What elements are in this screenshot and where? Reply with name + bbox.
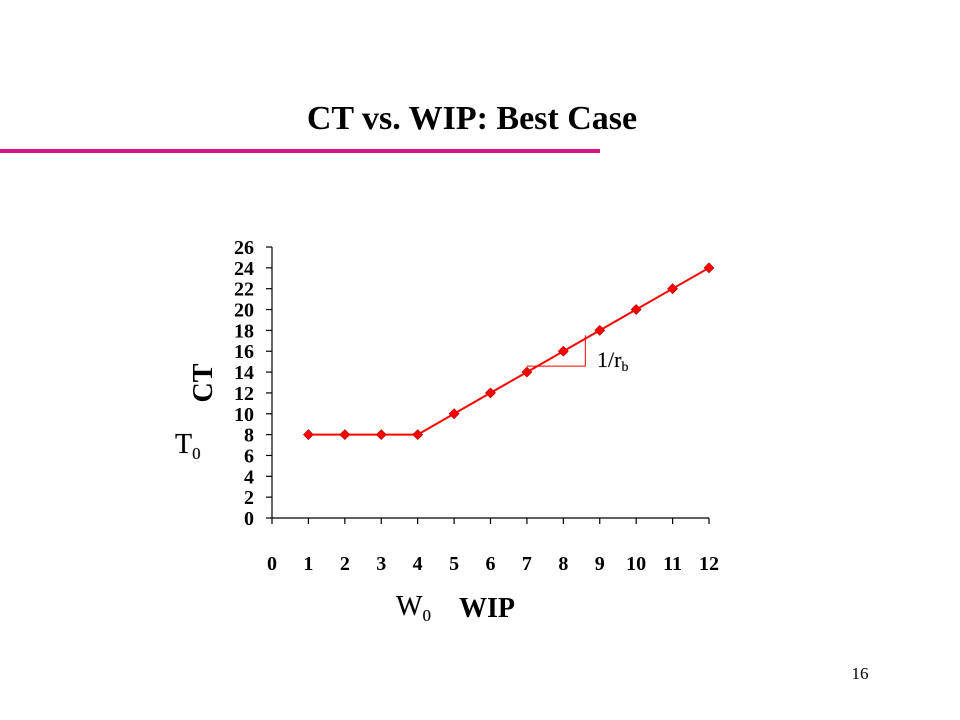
x-tick-label: 8 [558,553,568,575]
page-number: 16 [851,664,869,683]
y-tick-label: 22 [234,279,254,301]
slope-triangle [526,335,586,367]
data-point [667,283,679,295]
x-tick-label: 6 [486,553,496,575]
y-axis-title: CT [188,363,219,402]
x-tick-label: 11 [663,553,682,575]
slope-triangle-lines [526,335,586,367]
w0-label-main: W [396,591,423,622]
t0-label-main: T [175,429,192,460]
y-tick-label: 16 [234,341,254,363]
y-tick-label: 6 [244,445,254,467]
x-tick-label: 5 [449,553,459,575]
slope-label: 1/rb [597,347,628,375]
x-tick-label: 4 [413,553,423,575]
title-underline [0,149,600,153]
y-tick-label: 12 [234,383,254,405]
y-tick-label: 14 [234,362,254,384]
data-point [630,304,642,315]
y-tick-label: 18 [234,320,254,342]
data-point [485,387,496,399]
data-point [557,345,569,357]
w0-label: W0 [396,591,431,625]
x-tick-label: 0 [267,553,277,575]
data-point [339,429,351,441]
x-tick-label: 9 [595,553,605,575]
y-tick-label: 24 [234,258,254,280]
series-ct [302,262,715,441]
chart-annotations: CT WIP T0 W0 1/rb [175,347,629,626]
x-axis-ticks: 0 1 2 3 4 5 6 7 8 9 10 11 12 [267,518,719,575]
x-tick-label: 10 [626,553,646,575]
x-tick-label: 7 [522,553,532,575]
data-point [703,262,715,274]
slope-label-main: 1/r [597,347,622,372]
data-point [302,429,314,441]
y-tick-label: 10 [234,404,254,426]
data-point [412,429,424,441]
t0-label-sub: 0 [192,444,201,463]
data-point [521,366,533,378]
x-tick-label: 2 [340,553,350,575]
y-tick-label: 8 [244,425,254,447]
w0-label-sub: 0 [422,606,431,625]
y-tick-label: 2 [244,487,254,509]
slide-title: CT vs. WIP: Best Case [306,100,638,137]
chart-axes [271,247,709,519]
slope-label-sub: b [621,360,628,375]
y-tick-label: 4 [244,466,254,488]
y-tick-label: 0 [244,508,254,530]
x-tick-label: 1 [303,553,313,575]
x-axis-title: WIP [459,593,515,624]
data-point [448,408,460,420]
y-tick-label: 26 [234,237,254,259]
data-point [375,429,387,441]
y-tick-label: 20 [234,300,254,322]
t0-label: T0 [175,429,201,463]
x-tick-label: 3 [376,553,386,575]
series-line [308,266,710,436]
data-point [594,324,606,336]
x-tick-label: 12 [699,553,719,575]
